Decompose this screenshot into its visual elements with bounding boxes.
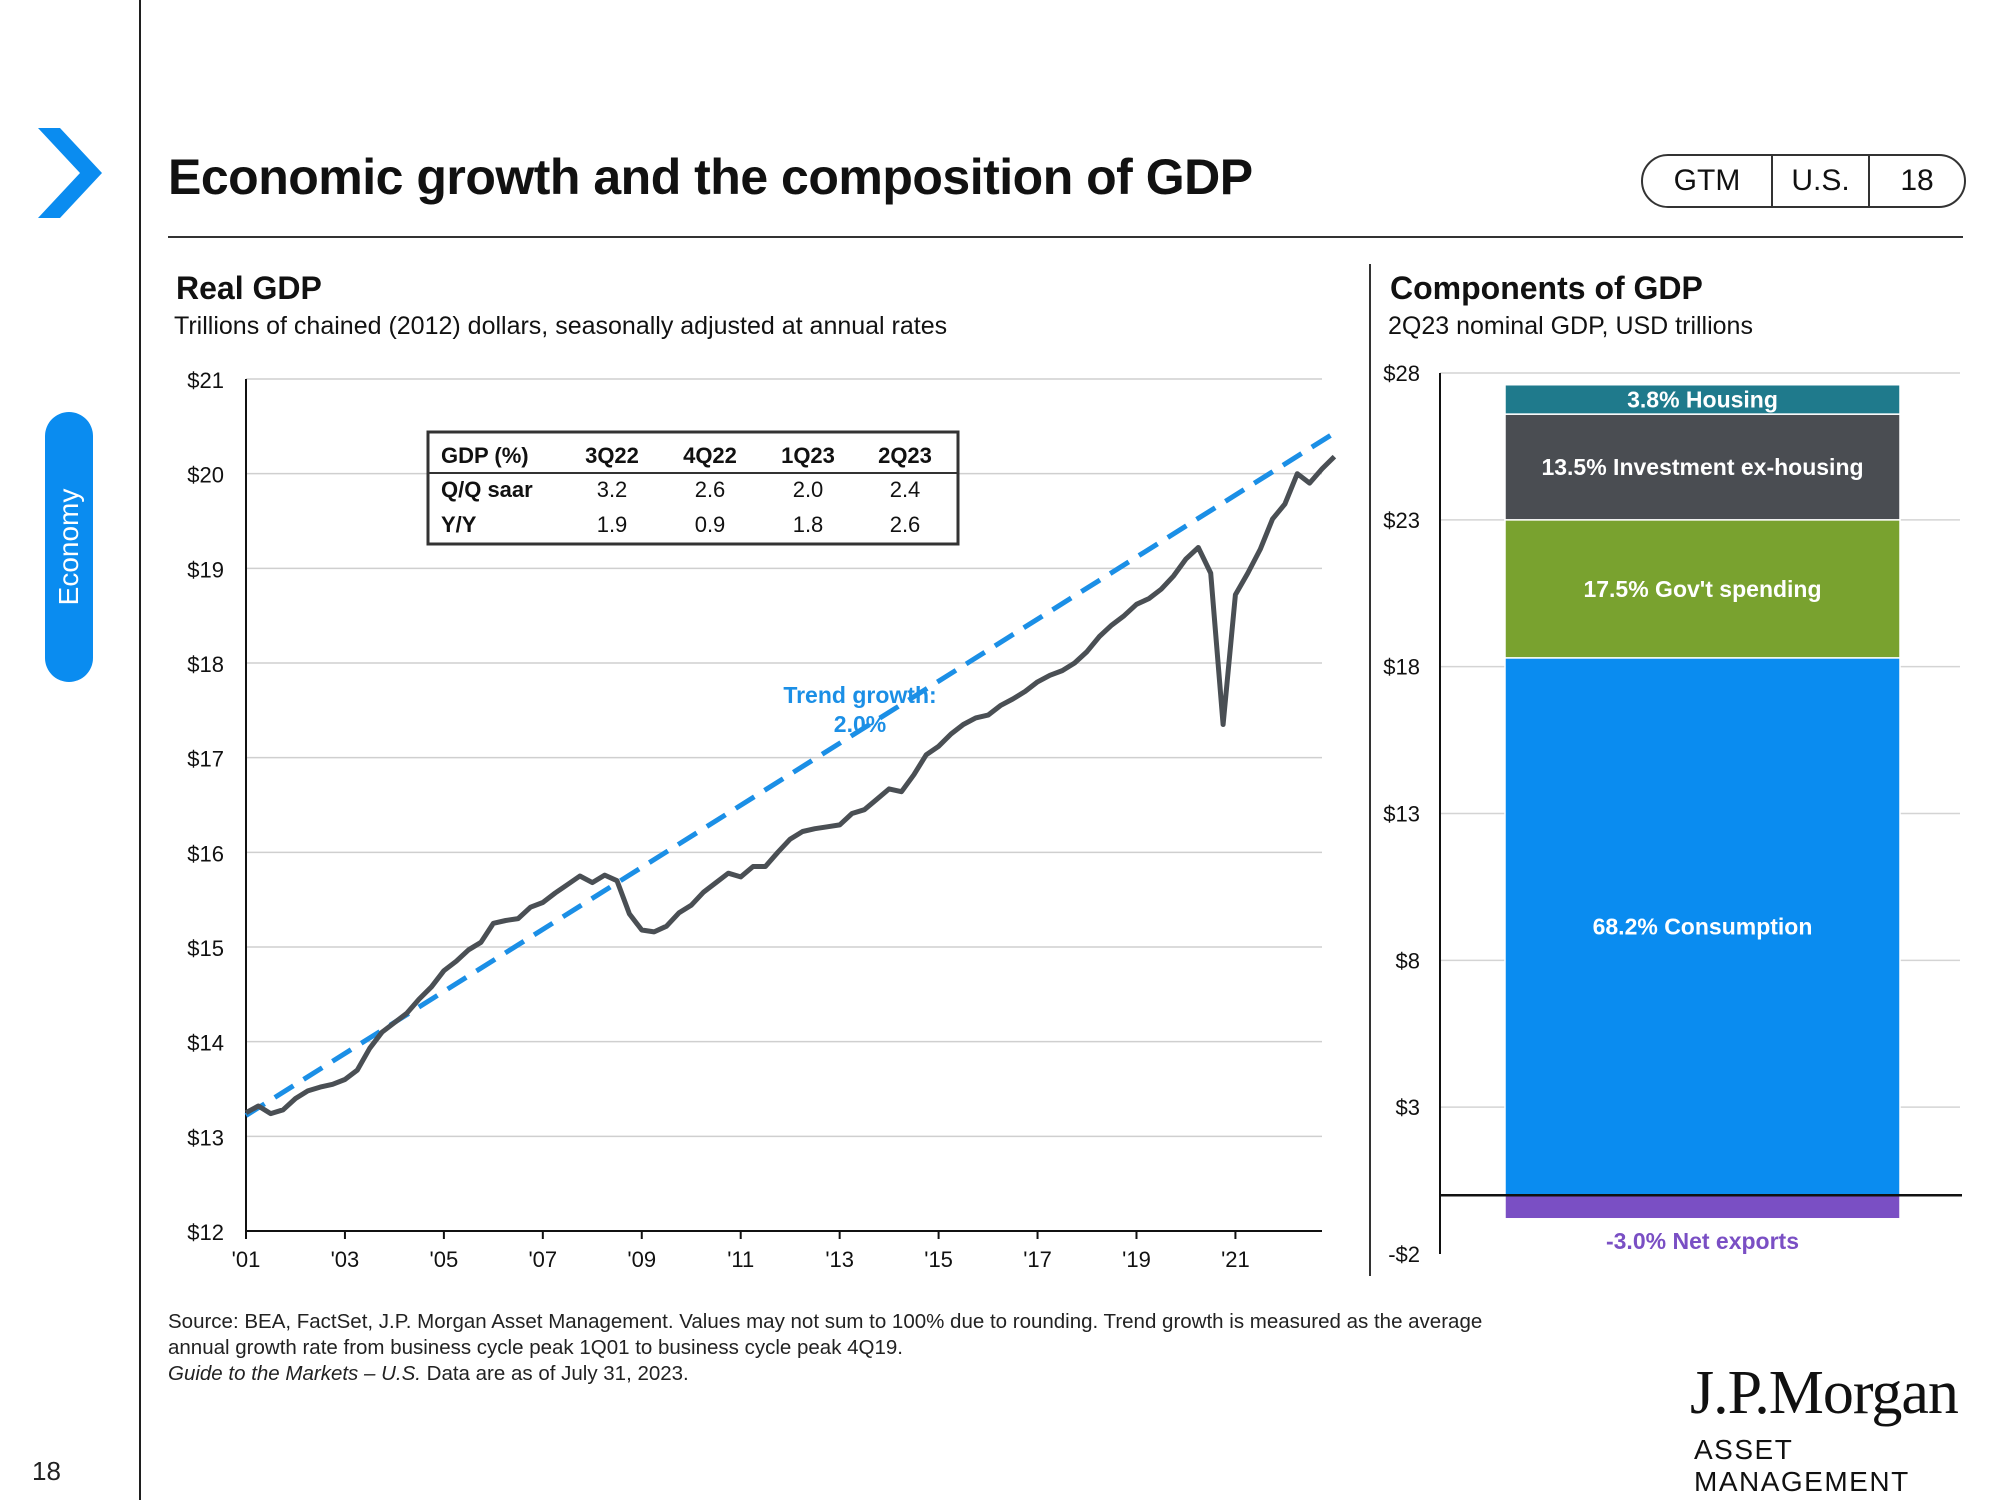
chart-divider [1369,264,1371,1276]
source-line-3: Guide to the Markets – U.S. Data are as … [168,1361,1728,1387]
bar-segment-net-exports [1504,1194,1901,1220]
y-tick-label: $18 [187,652,224,677]
chevron-right-icon[interactable] [38,128,102,218]
x-tick-label: '01 [232,1247,261,1272]
bar-segment-investment-ex-housing [1504,413,1901,521]
tag-gtm: GTM [1643,156,1773,206]
y-tick-label: $17 [187,747,224,772]
table-cell: 2.4 [890,477,921,502]
source-date: Data are as of July 31, 2023. [420,1362,689,1385]
bar-label: 17.5% Gov't spending [1583,576,1821,602]
source-publication: Guide to the Markets – U.S. [168,1362,421,1385]
bar-label: 68.2% Consumption [1593,914,1813,940]
jpmorgan-logo: J.P.Morgan [1690,1359,1959,1427]
x-tick-label: '15 [924,1247,953,1272]
x-tick-label: '03 [331,1247,360,1272]
table-cell: 0.9 [695,512,726,537]
table-header: 2Q23 [878,443,932,468]
y-tick-label: $23 [1383,508,1420,533]
table-row-label: Q/Q saar [441,477,533,502]
page-title: Economic growth and the composition of G… [168,149,1253,205]
x-tick-label: '05 [430,1247,459,1272]
table-header: 4Q22 [683,443,737,468]
gdp-table-box [426,430,960,546]
trend-label-line2: 2.0% [834,711,886,737]
table-cell: 3.2 [597,477,628,502]
page-number: 18 [32,1456,61,1486]
x-tick-label: '21 [1221,1247,1250,1272]
y-tick-label: $28 [1383,361,1420,386]
real-gdp-line [244,454,1337,1117]
tag-page: 18 [1900,164,1934,197]
source-note: Source: BEA, FactSet, J.P. Morgan Asset … [168,1309,1728,1387]
gdp-components-bar-chart: -$2 $3 $8 $13 $18 $23 $28 -3.0% Net exports 68.2… [1383,361,1962,1267]
table-cell: 1.8 [793,512,824,537]
bar-segment-gov-t-spending [1504,519,1901,659]
section-tab-economy[interactable]: Economy [45,412,93,682]
trend-label-line1: Trend growth: [783,682,936,708]
bar-label: 13.5% Investment ex-housing [1541,454,1863,480]
trend-line [244,430,1336,1118]
sidebar-rule [139,0,141,1500]
title-divider [168,236,1963,238]
real-gdp-title: Real GDP [176,270,322,306]
bar-label: -3.0% Net exports [1606,1228,1799,1254]
y-tick-label: $8 [1396,948,1420,973]
y-tick-label: $15 [187,936,224,961]
table-header: GDP (%) [441,443,529,468]
y-tick-label: $3 [1396,1095,1420,1120]
source-line-2: annual growth rate from business cycle p… [168,1336,903,1359]
x-tick-label: '17 [1023,1247,1052,1272]
components-subtitle: 2Q23 nominal GDP, USD trillions [1388,312,1753,340]
tag-pill: GTM U.S. 18 [1641,154,1966,208]
y-tick-label: $14 [187,1031,224,1056]
table-cell: 1.9 [597,512,628,537]
y-tick-label: $19 [187,557,224,582]
bar-segment-consumption [1504,657,1901,1197]
bar-label: 3.8% Housing [1627,386,1778,412]
real-gdp-line-chart: $12 $13 $14 $15 $16 $17 $18 $19 $20 $21 '01 '03 '05 '… [187,368,1337,1272]
y-tick-label: $13 [187,1125,224,1150]
y-tick-label: -$2 [1388,1242,1420,1267]
bar-segment-housing [1504,383,1901,415]
x-tick-label: '13 [825,1247,854,1272]
y-tick-label: $18 [1383,655,1420,680]
table-cell: 2.6 [695,477,726,502]
x-tick-label: '07 [528,1247,557,1272]
y-tick-label: $20 [187,463,224,488]
y-tick-label: $16 [187,841,224,866]
y-tick-label: $21 [187,368,224,393]
brand-subtitle: ASSET MANAGEMENT [1694,1434,1910,1497]
x-tick-label: '11 [727,1247,754,1272]
real-gdp-subtitle: Trillions of chained (2012) dollars, sea… [174,312,948,340]
x-tick-label: '09 [627,1247,656,1272]
y-tick-label: $12 [187,1220,224,1245]
table-cell: 2.6 [890,512,921,537]
y-tick-label: $13 [1383,802,1420,827]
components-title: Components of GDP [1390,270,1703,306]
tag-us: U.S. [1773,156,1870,206]
table-header: 3Q22 [585,443,639,468]
table-row-label: Y/Y [441,512,477,537]
source-line-1: Source: BEA, FactSet, J.P. Morgan Asset … [168,1310,1483,1333]
table-cell: 2.0 [793,477,824,502]
x-tick-label: '19 [1122,1247,1151,1272]
table-header: 1Q23 [781,443,835,468]
